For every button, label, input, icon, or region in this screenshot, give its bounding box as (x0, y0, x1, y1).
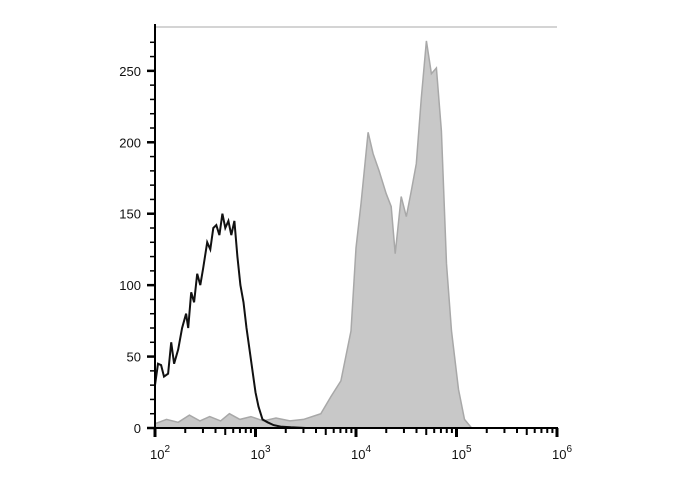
histogram-filled-series-0 (154, 40, 474, 429)
x-tick-label: 103 (250, 444, 270, 462)
histogram-line-series-1 (154, 213, 306, 429)
y-tick-label: 100 (119, 278, 141, 293)
x-tick-label: 102 (150, 444, 170, 462)
y-tick-label: 0 (134, 421, 141, 436)
axes: 0 50 100 150 200 250 102 103 104 105 106 (119, 24, 572, 462)
y-tick-label: 150 (119, 207, 141, 222)
y-tick-label: 50 (127, 350, 141, 365)
y-tick-label: 200 (119, 135, 141, 150)
x-tick-label: 104 (351, 444, 371, 462)
x-tick-label: 106 (552, 444, 572, 462)
y-tick-label: 250 (119, 64, 141, 79)
x-tick-label: 105 (451, 444, 471, 462)
series-layer (154, 40, 474, 429)
